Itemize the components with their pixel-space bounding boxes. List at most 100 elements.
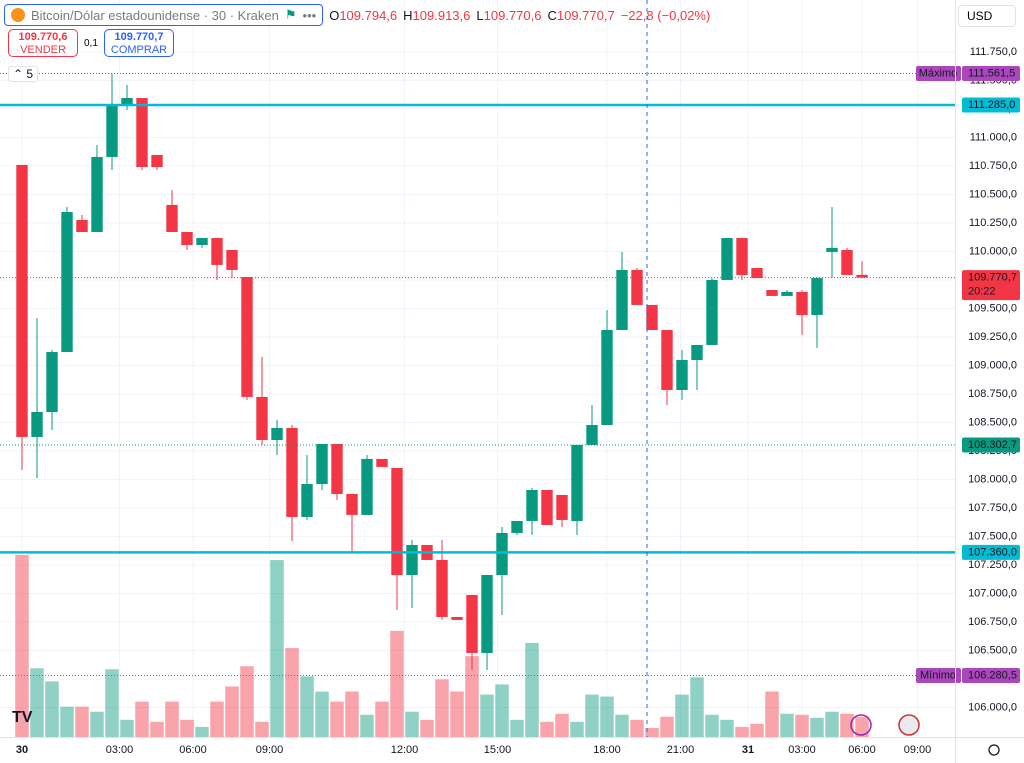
events-icon[interactable]	[850, 714, 872, 736]
candle-body	[391, 467, 403, 576]
candle-body	[151, 155, 163, 168]
volume-bar	[240, 666, 254, 737]
y-tick-label: 109.250,0	[968, 331, 1017, 343]
y-tick-label: 111.750,0	[970, 46, 1017, 58]
volume-bar	[255, 721, 269, 737]
candle-body	[136, 98, 148, 168]
y-tick-label: 108.000,0	[968, 473, 1017, 485]
volume-bar	[720, 719, 734, 737]
candle-body	[406, 545, 418, 576]
buy-label: COMPRAR	[110, 44, 168, 56]
candle-body	[226, 249, 238, 270]
candle-body	[76, 220, 88, 232]
candle-body	[331, 444, 343, 494]
price-name: Mínimo	[920, 669, 956, 681]
ohlc-value: 109.794,6	[339, 7, 398, 23]
ohlc-item: C109.770,7	[547, 8, 614, 23]
ohlc-value: 109.770,7	[556, 7, 615, 23]
candle-body	[376, 458, 388, 467]
candle-body	[541, 489, 553, 525]
volume-bar	[450, 691, 464, 737]
candle-body	[211, 238, 223, 265]
candle-body	[361, 458, 373, 515]
candle-body	[436, 559, 448, 617]
candle-body	[676, 360, 688, 390]
x-tick-label: 03:00	[106, 744, 134, 756]
countdown: 20:22	[968, 286, 996, 298]
candle-body	[286, 427, 298, 517]
candle-body	[811, 278, 823, 315]
buy-price: 109.770,7	[114, 31, 164, 43]
volume-bar	[390, 630, 404, 737]
candle-body	[601, 330, 613, 425]
volume-bar	[420, 719, 434, 737]
spread: 0,1	[84, 38, 98, 49]
candle-body	[781, 291, 793, 296]
symbol-title: Bitcoin/Dólar estadounidense · 30 · Krak…	[31, 7, 279, 23]
candle-body	[736, 238, 748, 275]
candle-body	[826, 247, 838, 252]
price-tag-label: 108.302,7	[968, 439, 1017, 451]
volume-bar	[765, 691, 779, 737]
volume-bar	[285, 648, 299, 737]
candle-body	[646, 304, 658, 331]
volume-bar	[495, 684, 509, 737]
btc-icon	[11, 8, 25, 22]
volume-bar	[555, 713, 569, 737]
volume-bar	[315, 691, 329, 737]
indicators-toggle[interactable]: ⌃ 5	[8, 66, 39, 82]
volume-bar	[570, 721, 584, 737]
volume-bar	[795, 714, 809, 737]
price-name-tag	[916, 65, 961, 81]
volume-bar	[75, 706, 89, 737]
volume-bar	[330, 701, 344, 737]
more: •••	[302, 7, 317, 23]
sell-button[interactable]: 109.770,6 VENDER	[8, 29, 78, 57]
symbol-box[interactable]: Bitcoin/Dólar estadounidense · 30 · Krak…	[4, 4, 324, 26]
candle-body	[271, 427, 283, 441]
flag-icon[interactable]	[898, 714, 920, 736]
x-tick-label: 31	[742, 744, 754, 756]
volume-bar	[540, 721, 554, 737]
header: Bitcoin/Dólar estadounidense · 30 · Krak…	[4, 4, 710, 26]
ohlc-key: H	[403, 7, 413, 23]
candle-body	[481, 575, 493, 653]
ohlc-item: L109.770,6	[476, 8, 541, 23]
candle-body	[301, 484, 313, 517]
x-tick-label: 06:00	[179, 744, 207, 756]
settings-icon[interactable]	[988, 744, 1000, 756]
volume-bar	[210, 701, 224, 737]
volume-bar	[60, 706, 74, 737]
candle-body	[16, 164, 28, 437]
ohlc-value: 109.913,6	[412, 7, 471, 23]
volume-bar	[270, 560, 284, 737]
ohlc-key: O	[329, 7, 340, 23]
y-tick-label: 108.750,0	[968, 388, 1017, 400]
y-tick-label: 109.000,0	[968, 359, 1017, 371]
price-tag-label: 107.360,0	[968, 546, 1017, 558]
volume-bar	[360, 714, 374, 737]
ohlc-item: O109.794,6	[329, 8, 397, 23]
candle-body	[571, 444, 583, 521]
candle-body	[241, 277, 253, 397]
volume-bar	[750, 723, 764, 737]
volume-bar	[150, 721, 164, 737]
volume-bar	[810, 717, 824, 737]
volume-bar	[675, 694, 689, 737]
x-tick-label: 21:00	[667, 744, 695, 756]
x-tick-label: 30	[16, 744, 28, 756]
y-tick-label: 107.250,0	[968, 559, 1017, 571]
x-tick-label: 15:00	[484, 744, 512, 756]
candle-body	[316, 444, 328, 485]
price-tag	[962, 667, 1020, 683]
candle-body	[751, 268, 763, 279]
buy-button[interactable]: 109.770,7 COMPRAR	[104, 29, 174, 57]
volume-bar	[780, 713, 794, 737]
x-tick-label: 06:00	[848, 744, 876, 756]
volume-bar	[615, 714, 629, 737]
volume-bar	[840, 713, 854, 737]
volume-bar	[660, 716, 674, 737]
x-tick-label: 09:00	[256, 744, 284, 756]
currency[interactable]: USD	[958, 5, 1016, 27]
